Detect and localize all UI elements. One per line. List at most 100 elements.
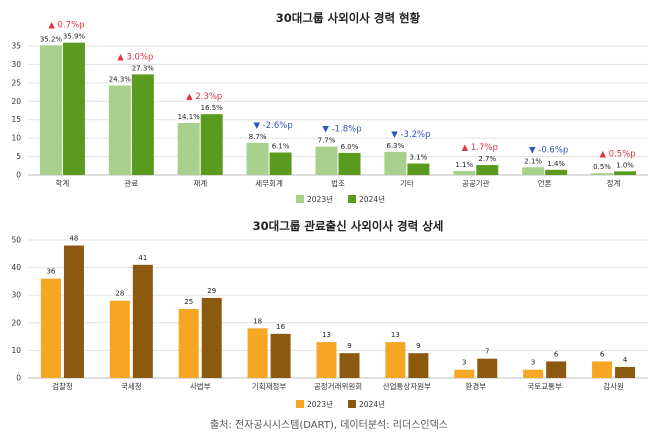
bar-value-label: 6.0% bbox=[341, 143, 359, 151]
category-label: 언론 bbox=[538, 178, 552, 188]
category-label: 국세청 bbox=[121, 382, 142, 391]
bar bbox=[177, 123, 200, 175]
legend-label: 2023년 bbox=[307, 194, 333, 204]
bar-value-label: 1.1% bbox=[455, 161, 473, 169]
change-annotation: ▲ 2.3%p bbox=[186, 92, 222, 102]
bar bbox=[477, 358, 498, 378]
bar bbox=[108, 85, 131, 175]
bar bbox=[338, 152, 361, 175]
y-tick-label: 10 bbox=[11, 346, 21, 355]
change-annotation: ▲ 0.5%p bbox=[599, 149, 635, 159]
bar-value-label: 13 bbox=[322, 331, 331, 339]
bar-value-label: 16 bbox=[276, 323, 285, 331]
legend: 2023년 2024년 bbox=[296, 194, 385, 204]
change-annotation: ▼ -2.6%p bbox=[253, 121, 292, 131]
change-annotation: ▲ 1.7%p bbox=[462, 143, 498, 153]
bar bbox=[591, 173, 614, 175]
category-label: 사법부 bbox=[190, 381, 211, 391]
bar-value-label: 8.7% bbox=[249, 133, 267, 141]
bar-value-label: 27.3% bbox=[132, 64, 155, 72]
bar bbox=[592, 361, 613, 378]
category-label: 학계 bbox=[56, 178, 70, 188]
bar bbox=[316, 342, 337, 378]
bar bbox=[40, 278, 61, 378]
bar bbox=[614, 171, 637, 175]
category-label: 관료 bbox=[124, 178, 138, 188]
y-tick-label: 10 bbox=[11, 134, 21, 143]
category-label: 재계 bbox=[193, 178, 207, 188]
bar bbox=[131, 74, 154, 175]
bar-value-label: 7 bbox=[485, 348, 489, 356]
bar bbox=[269, 152, 292, 175]
bar-value-label: 14.1% bbox=[178, 113, 201, 121]
y-tick-label: 0 bbox=[16, 171, 21, 180]
bar-value-label: 3.1% bbox=[409, 154, 427, 162]
y-tick-label: 25 bbox=[11, 78, 21, 87]
category-label: 산업통상자원부 bbox=[383, 381, 431, 391]
legend-swatch bbox=[296, 195, 304, 203]
y-tick-label: 20 bbox=[11, 318, 21, 327]
bar bbox=[62, 42, 85, 175]
category-label: 세무회계 bbox=[255, 178, 283, 188]
bar bbox=[408, 353, 429, 378]
legend-swatch bbox=[348, 400, 356, 408]
chart-1: 30대그룹 사외이사 경력 현황 0 5 10 15 20 25 30 35 35.2% 24.3%… bbox=[11, 11, 648, 204]
bar bbox=[384, 151, 407, 175]
source-note: 출처: 전자공시시스템(DART), 데이터분석: 리더스인덱스 bbox=[210, 419, 448, 431]
category-label: 감사원 bbox=[603, 381, 624, 391]
y-tick-label: 35 bbox=[11, 42, 21, 51]
bar bbox=[546, 361, 567, 378]
bar bbox=[615, 366, 636, 378]
bar bbox=[200, 114, 223, 175]
legend-swatch bbox=[348, 195, 356, 203]
chart-title: 30대그룹 관료출신 사외이사 경력 상세 bbox=[253, 219, 444, 233]
bar-value-label: 4 bbox=[623, 356, 628, 364]
bar-value-label: 18 bbox=[253, 317, 262, 325]
category-label: 공공기관 bbox=[462, 178, 490, 188]
bar bbox=[407, 163, 430, 175]
bar-value-label: 6 bbox=[600, 350, 605, 358]
legend-swatch bbox=[296, 400, 304, 408]
change-annotation: ▼ -0.6%p bbox=[529, 145, 568, 155]
change-annotation: ▲ 3.0%p bbox=[117, 52, 153, 62]
bar-value-label: 6.1% bbox=[272, 143, 290, 151]
bar-value-label: 9 bbox=[347, 342, 351, 350]
bar-value-label: 41 bbox=[138, 254, 147, 262]
bar bbox=[201, 297, 222, 378]
bar-value-label: 7.7% bbox=[318, 137, 336, 145]
y-tick-label: 40 bbox=[11, 263, 21, 272]
bar bbox=[476, 165, 499, 175]
bar bbox=[385, 342, 406, 378]
bar-value-label: 6.3% bbox=[386, 142, 404, 150]
y-tick-label: 5 bbox=[16, 152, 21, 161]
bar-value-label: 9 bbox=[416, 342, 420, 350]
y-tick-label: 20 bbox=[11, 97, 21, 106]
bar-value-label: 1.0% bbox=[616, 161, 634, 169]
legend: 2023년 2024년 bbox=[296, 399, 385, 409]
y-tick-label: 30 bbox=[11, 291, 21, 300]
bar bbox=[246, 142, 269, 175]
y-tick-label: 30 bbox=[11, 60, 21, 69]
bar bbox=[523, 369, 544, 378]
bar-value-label: 2.7% bbox=[478, 155, 496, 163]
bar bbox=[247, 328, 268, 378]
bar bbox=[270, 333, 291, 378]
bar bbox=[39, 45, 62, 176]
bar-value-label: 29 bbox=[207, 287, 216, 295]
category-label: 기획재정부 bbox=[252, 381, 287, 391]
y-tick-label: 0 bbox=[16, 374, 21, 383]
legend-label: 2023년 bbox=[307, 399, 333, 409]
category-label: 기타 bbox=[400, 179, 414, 188]
bar-value-label: 35.2% bbox=[40, 35, 63, 43]
legend-label: 2024년 bbox=[359, 399, 385, 409]
bar bbox=[339, 353, 360, 378]
bar-value-label: 3 bbox=[531, 359, 535, 367]
bar bbox=[454, 369, 475, 378]
category-label: 검찰청 bbox=[52, 381, 73, 391]
category-label: 법조 bbox=[331, 178, 345, 188]
bar bbox=[109, 300, 130, 378]
bar bbox=[315, 146, 338, 175]
bar-value-label: 6 bbox=[554, 350, 559, 358]
y-tick-label: 15 bbox=[11, 115, 21, 124]
